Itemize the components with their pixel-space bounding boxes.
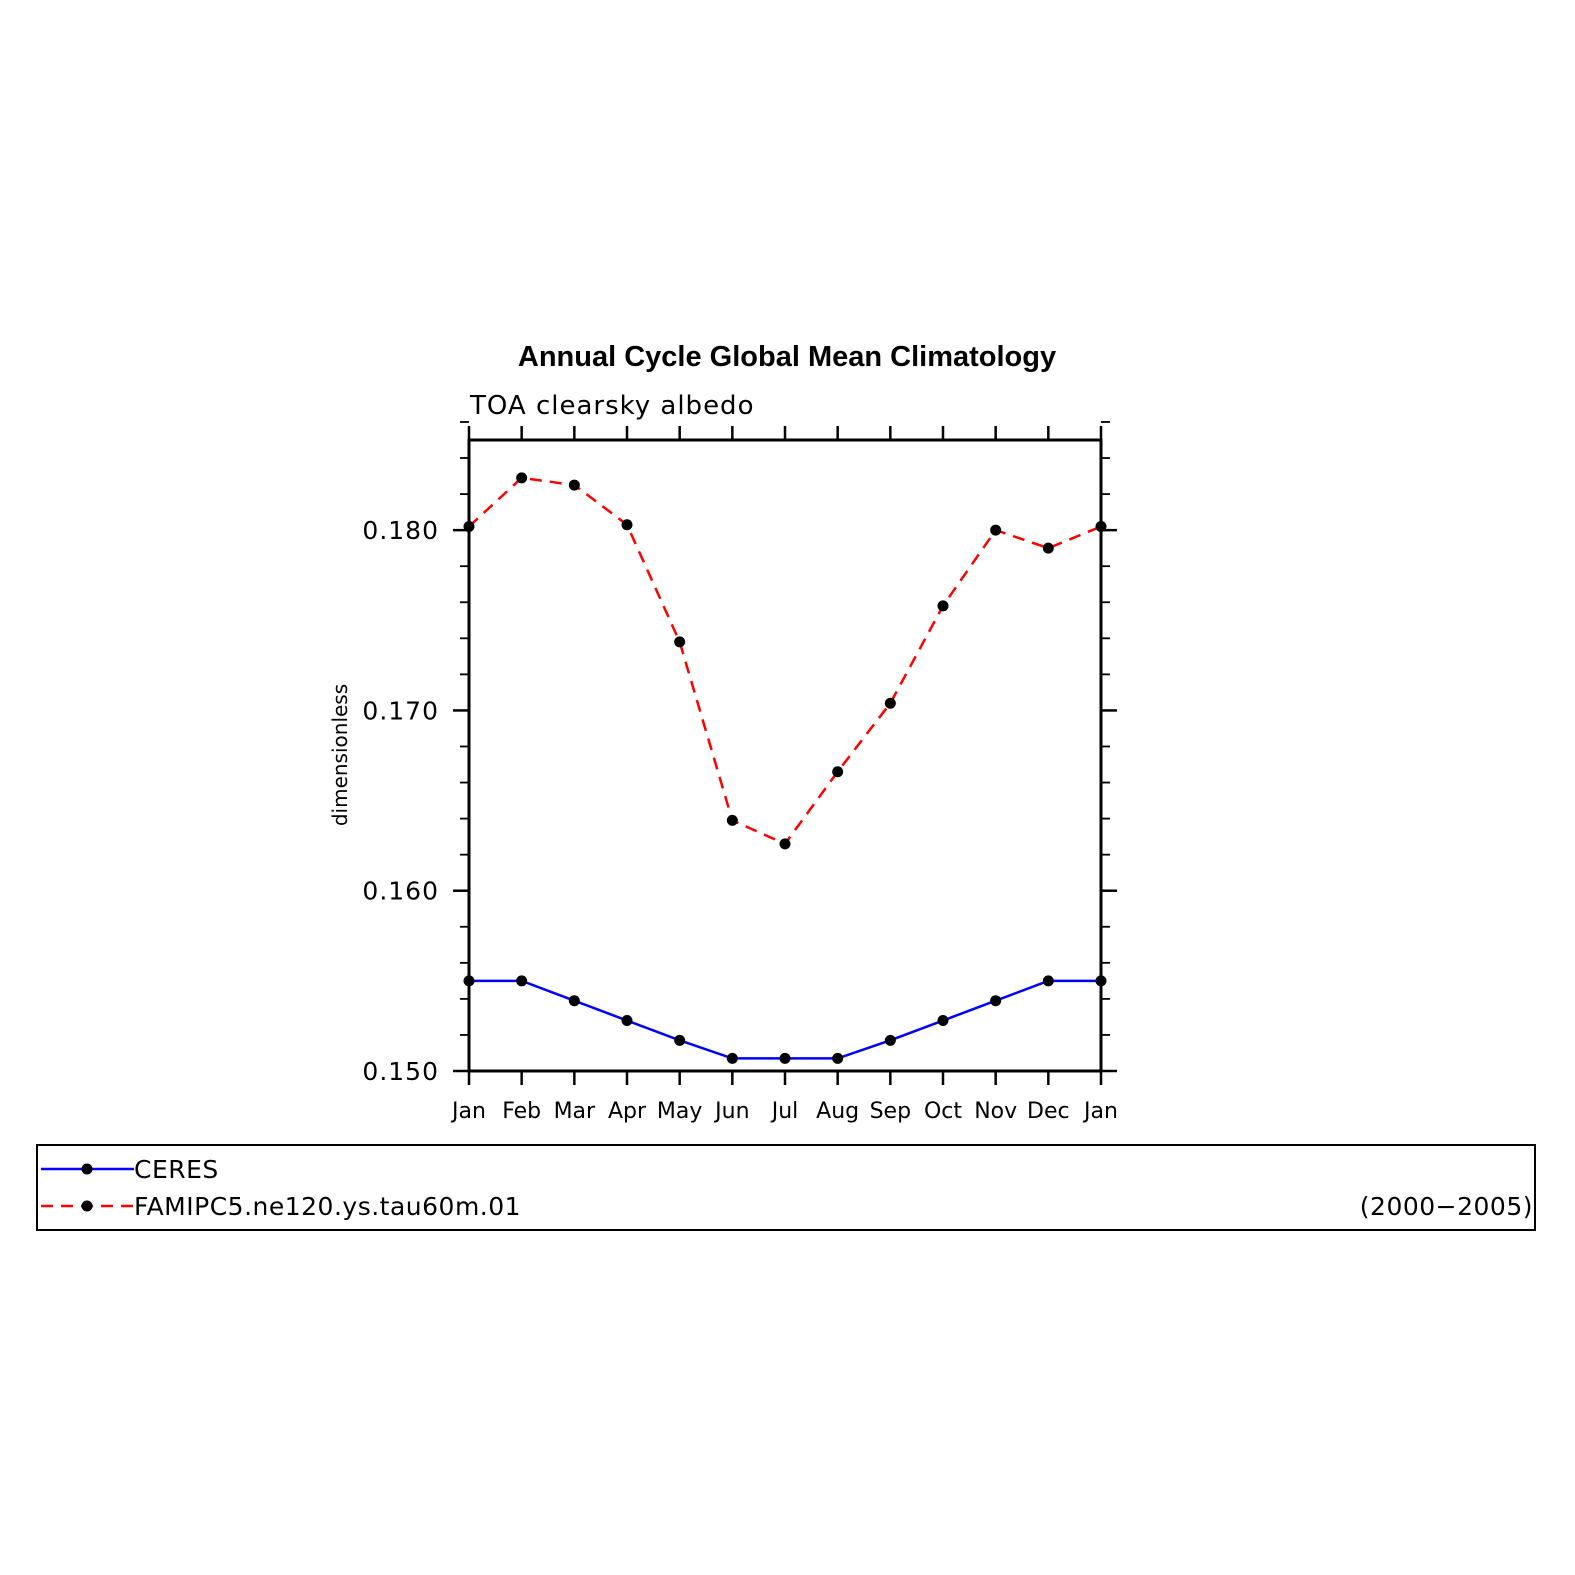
y-axis-label: dimensionless (328, 684, 352, 826)
series-layer (463, 472, 1107, 1064)
data-point (674, 636, 686, 648)
data-point (990, 524, 1002, 536)
y-tick-label: 0.180 (362, 516, 439, 545)
data-point (568, 479, 580, 491)
data-point (1095, 975, 1107, 987)
data-point (726, 814, 738, 826)
data-point (621, 1015, 633, 1027)
data-point (937, 1015, 949, 1027)
x-tick-label: May (657, 1099, 702, 1124)
legend-label: CERES (134, 1155, 219, 1184)
data-point (1042, 542, 1054, 554)
legend-box (36, 1144, 1536, 1231)
series-line (469, 979, 1101, 1060)
data-point (779, 838, 791, 850)
chart-title: Annual Cycle Global Mean Climatology (518, 341, 1056, 373)
y-tick-label: 0.160 (362, 877, 439, 906)
y-tick-label: 0.150 (362, 1057, 439, 1086)
data-point (832, 1052, 844, 1064)
data-point (1095, 521, 1107, 533)
data-point (726, 1052, 738, 1064)
plot-frame (467, 438, 1103, 1073)
x-tick-label: Sep (870, 1099, 911, 1124)
x-tick-label: Jan (1082, 1099, 1118, 1124)
x-tick-labels: Jan Feb Mar Apr May Jun Jul Aug Sep Oct Nov Dec Jan (450, 1099, 1118, 1124)
data-point (779, 1052, 791, 1064)
data-point (832, 766, 844, 778)
x-tick-label: Apr (608, 1099, 647, 1124)
x-tick-label: Oct (924, 1099, 962, 1124)
chart-subtitle: TOA clearsky albedo (469, 391, 754, 421)
series-line (468, 476, 1102, 846)
data-point (884, 697, 896, 709)
y-tick-labels: 0.150 0.160 0.170 0.180 (362, 516, 439, 1086)
axis-ticks (453, 421, 1117, 1085)
x-tick-label: Jan (450, 1099, 486, 1124)
x-tick-label: Jul (770, 1099, 799, 1124)
legend-date-range: (2000−2005) (1360, 1192, 1533, 1221)
x-tick-label: Jun (713, 1099, 749, 1124)
data-point (884, 1034, 896, 1046)
data-point (516, 975, 528, 987)
data-point (463, 521, 475, 533)
legend-label: FAMIPC5.ne120.ys.tau60m.01 (134, 1192, 521, 1221)
legend-swatch-marker (81, 1163, 93, 1175)
x-tick-label: Feb (502, 1099, 541, 1124)
x-tick-label: Nov (974, 1099, 1017, 1124)
x-tick-label: Aug (816, 1099, 859, 1124)
data-point (990, 995, 1002, 1007)
x-tick-label: Mar (554, 1099, 596, 1124)
data-point (937, 600, 949, 612)
data-point (674, 1034, 686, 1046)
x-tick-label: Dec (1027, 1099, 1070, 1124)
data-point (463, 975, 475, 987)
y-tick-label: 0.170 (362, 696, 439, 725)
data-point (621, 519, 633, 531)
data-point (516, 472, 528, 484)
legend-swatch-marker (81, 1200, 93, 1212)
data-point (1042, 975, 1054, 987)
legend: CERES FAMIPC5.ne120.ys.tau60m.01 (41, 1155, 521, 1221)
data-point (568, 995, 580, 1007)
